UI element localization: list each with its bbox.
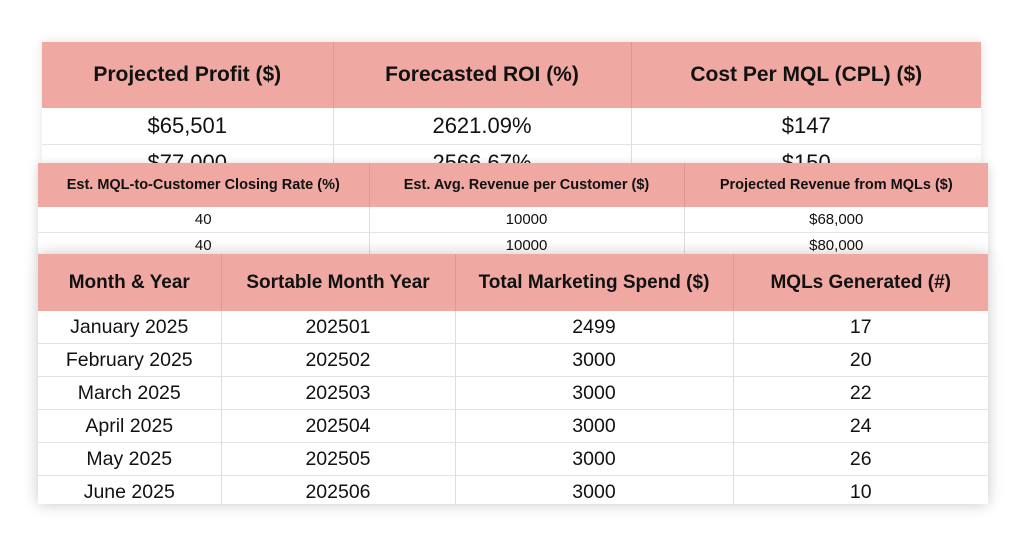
cell-marketing-spend[interactable]: 3000 — [455, 376, 734, 410]
cell-cost-per-mql[interactable]: $147 — [631, 108, 981, 145]
monthly-table-panel: Month & Year Sortable Month Year Total M… — [38, 254, 988, 504]
cell-sortable-month-year[interactable]: 202504 — [221, 409, 456, 443]
header-cost-per-mql: Cost Per MQL (CPL) ($) — [631, 42, 981, 108]
summary-header-row: Projected Profit ($) Forecasted ROI (%) … — [42, 42, 981, 108]
table-row: $65,501 2621.09% $147 — [42, 108, 981, 145]
cell-projected-revenue[interactable]: $68,000 — [684, 207, 988, 233]
header-avg-revenue: Est. Avg. Revenue per Customer ($) — [369, 163, 685, 207]
table-row: April 2025 202504 3000 24 — [38, 409, 988, 443]
cell-marketing-spend[interactable]: 3000 — [455, 409, 734, 443]
cell-mqls-generated[interactable]: 26 — [733, 442, 988, 476]
monthly-header-row: Month & Year Sortable Month Year Total M… — [38, 254, 988, 311]
header-sortable-month-year: Sortable Month Year — [221, 254, 456, 311]
cell-month-year[interactable]: May 2025 — [38, 442, 222, 476]
cell-month-year[interactable]: June 2025 — [38, 475, 222, 504]
cell-month-year[interactable]: January 2025 — [38, 311, 222, 344]
cell-avg-revenue[interactable]: 10000 — [369, 232, 685, 255]
table-row: January 2025 202501 2499 17 — [38, 311, 988, 344]
revenue-table: Est. MQL-to-Customer Closing Rate (%) Es… — [38, 163, 988, 255]
cell-month-year[interactable]: March 2025 — [38, 376, 222, 410]
table-row: May 2025 202505 3000 26 — [38, 442, 988, 476]
cell-sortable-month-year[interactable]: 202505 — [221, 442, 456, 476]
cell-mqls-generated[interactable]: 24 — [733, 409, 988, 443]
table-row: 40 10000 $68,000 — [38, 207, 988, 233]
table-row: March 2025 202503 3000 22 — [38, 376, 988, 410]
cell-cost-per-mql[interactable]: $150 — [631, 144, 981, 164]
cell-marketing-spend[interactable]: 2499 — [455, 311, 734, 344]
cell-forecasted-roi[interactable]: 2566.67% — [333, 144, 632, 164]
cell-month-year[interactable]: April 2025 — [38, 409, 222, 443]
cell-sortable-month-year[interactable]: 202502 — [221, 343, 456, 377]
cell-projected-revenue[interactable]: $80,000 — [684, 232, 988, 255]
cell-sortable-month-year[interactable]: 202503 — [221, 376, 456, 410]
cell-projected-profit[interactable]: $77,000 — [42, 144, 334, 164]
header-total-marketing-spend: Total Marketing Spend ($) — [455, 254, 734, 311]
cell-mqls-generated[interactable]: 22 — [733, 376, 988, 410]
cell-mqls-generated[interactable]: 20 — [733, 343, 988, 377]
summary-table-panel: Projected Profit ($) Forecasted ROI (%) … — [42, 42, 981, 164]
cell-marketing-spend[interactable]: 3000 — [455, 442, 734, 476]
table-row: $77,000 2566.67% $150 — [42, 144, 981, 164]
header-forecasted-roi: Forecasted ROI (%) — [333, 42, 632, 108]
header-projected-profit: Projected Profit ($) — [42, 42, 334, 108]
revenue-table-panel: Est. MQL-to-Customer Closing Rate (%) Es… — [38, 163, 988, 255]
table-row: 40 10000 $80,000 — [38, 232, 988, 255]
monthly-table: Month & Year Sortable Month Year Total M… — [38, 254, 988, 504]
cell-mqls-generated[interactable]: 10 — [733, 475, 988, 504]
cell-marketing-spend[interactable]: 3000 — [455, 343, 734, 377]
table-row: June 2025 202506 3000 10 — [38, 475, 988, 504]
summary-table: Projected Profit ($) Forecasted ROI (%) … — [42, 42, 981, 164]
cell-mqls-generated[interactable]: 17 — [733, 311, 988, 344]
cell-closing-rate[interactable]: 40 — [38, 207, 370, 233]
header-closing-rate: Est. MQL-to-Customer Closing Rate (%) — [38, 163, 370, 207]
cell-marketing-spend[interactable]: 3000 — [455, 475, 734, 504]
cell-month-year[interactable]: February 2025 — [38, 343, 222, 377]
cell-avg-revenue[interactable]: 10000 — [369, 207, 685, 233]
header-projected-revenue: Projected Revenue from MQLs ($) — [684, 163, 988, 207]
table-row: February 2025 202502 3000 20 — [38, 343, 988, 377]
revenue-header-row: Est. MQL-to-Customer Closing Rate (%) Es… — [38, 163, 988, 207]
cell-sortable-month-year[interactable]: 202501 — [221, 311, 456, 344]
cell-sortable-month-year[interactable]: 202506 — [221, 475, 456, 504]
header-month-year: Month & Year — [38, 254, 222, 311]
cell-projected-profit[interactable]: $65,501 — [42, 108, 334, 145]
cell-closing-rate[interactable]: 40 — [38, 232, 370, 255]
cell-forecasted-roi[interactable]: 2621.09% — [333, 108, 632, 145]
header-mqls-generated: MQLs Generated (#) — [733, 254, 988, 311]
